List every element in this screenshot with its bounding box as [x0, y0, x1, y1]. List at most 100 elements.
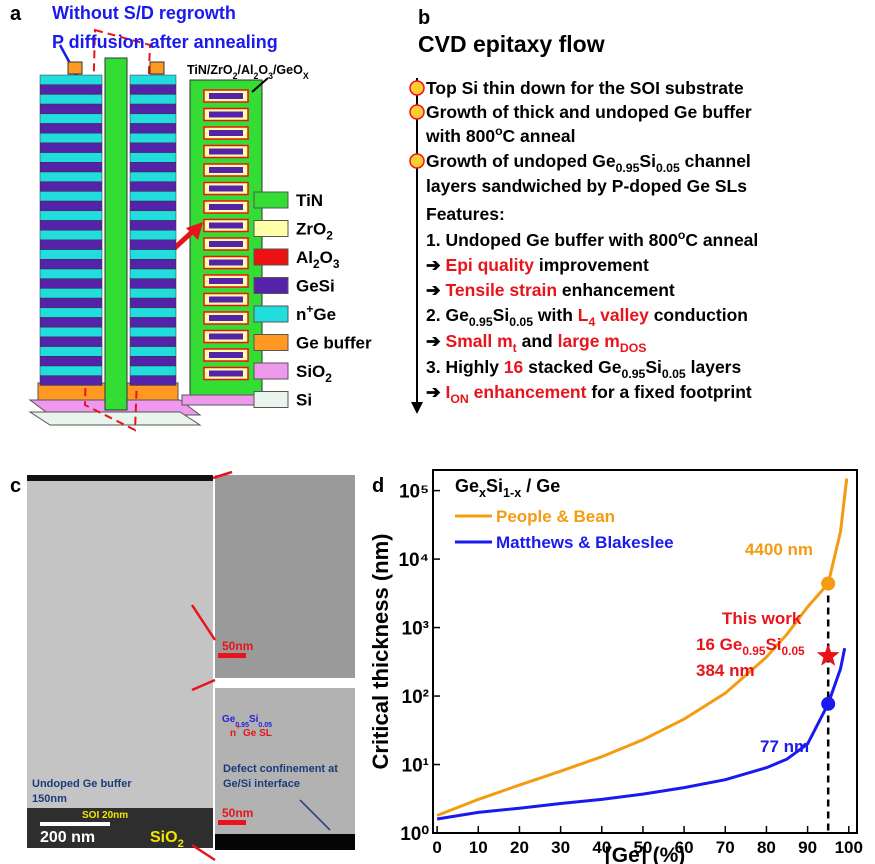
stack-layer	[130, 114, 176, 124]
flow-line: ➔ Tensile strain enhancement	[426, 280, 675, 300]
flow-line: Growth of thick and undoped Ge buffer	[426, 102, 752, 122]
stack-layer	[40, 376, 102, 386]
stack-layer	[40, 191, 102, 201]
stack-layer	[40, 250, 102, 260]
text-run: Ge buffer	[296, 334, 372, 353]
x-tick-label: 20	[510, 838, 529, 857]
legend-label: People & Bean	[496, 507, 615, 526]
text-run: Epi quality	[446, 255, 535, 275]
contact	[68, 62, 82, 74]
x-axis-title: [Ge] (%)	[605, 844, 686, 864]
text-run: C anneal	[685, 230, 758, 250]
stack-layer	[130, 191, 176, 201]
legend-swatch	[254, 278, 288, 294]
text-run: and	[517, 331, 558, 351]
x-tick-label: 0	[432, 838, 441, 857]
y-tick-label: 10²	[402, 687, 429, 708]
text-run: 77 nm	[760, 737, 809, 756]
legend-label: Matthews & Blakeslee	[496, 533, 674, 552]
channel-core	[209, 167, 243, 173]
image-label: 50nm	[222, 806, 253, 820]
artwork	[27, 30, 424, 860]
text-run: 3. Highly	[426, 357, 504, 377]
stack-layer	[130, 279, 176, 289]
text-run: 1-x	[503, 486, 521, 500]
text-run: ZrO	[296, 220, 326, 239]
channel-core	[209, 315, 243, 321]
channel-core	[209, 130, 243, 136]
flow-line: 1. Undoped Ge buffer with 800oC anneal	[426, 228, 758, 250]
legend-label: Al2O3	[296, 248, 340, 271]
text-run: 0.05	[509, 315, 533, 329]
legend-label: Ge buffer	[296, 334, 372, 353]
text-run: Ge	[455, 476, 479, 496]
stack-layer	[130, 143, 176, 153]
stack-layer	[130, 182, 176, 192]
chart-title: GexSi1-x / Ge	[455, 476, 560, 500]
text-run: Undoped Ge buffer	[32, 778, 132, 790]
text-run: 16 Ge	[696, 635, 742, 654]
flow-line: Features:	[426, 204, 505, 224]
flow-line: with 800oC anneal	[425, 124, 576, 146]
text-run: 2. Ge	[426, 305, 469, 325]
stack-layer	[130, 85, 176, 95]
stack-layer	[40, 230, 102, 240]
step-dot	[410, 105, 424, 119]
stack-layer	[130, 221, 176, 231]
text-run: L	[578, 305, 589, 325]
legend-swatch	[254, 192, 288, 208]
text-run: Tensile strain	[446, 280, 558, 300]
stack-layer	[40, 172, 102, 182]
text-run: 0.05	[662, 367, 686, 381]
image-label: Undoped Ge buffer	[32, 778, 132, 790]
image-label: Defect confinement at	[223, 763, 338, 775]
channel-core	[209, 149, 243, 155]
stack-layer	[40, 114, 102, 124]
stack-layer	[40, 94, 102, 104]
stack-label: TiN/ZrO2/Al2O3/GeOX	[187, 63, 309, 81]
text-run: X	[303, 71, 309, 81]
scale-bar	[218, 820, 246, 825]
panel-label: d	[372, 475, 384, 497]
text-run: Growth of undoped Ge	[426, 151, 616, 171]
step-dot	[410, 81, 424, 95]
stack-layer	[40, 318, 102, 328]
stack-layer	[40, 221, 102, 231]
stack-layer	[130, 347, 176, 357]
panel-label: a	[10, 3, 22, 25]
stack-layer	[130, 366, 176, 376]
legend-swatch	[254, 335, 288, 351]
text-run: 384 nm	[696, 661, 755, 680]
text-run: GeSi	[296, 277, 335, 296]
text-run: stacked Ge	[523, 357, 622, 377]
text-run: for a fixed footprint	[586, 382, 751, 402]
stack-layer	[130, 259, 176, 269]
tem-zoom-substrate	[215, 834, 355, 850]
legend-swatch	[254, 392, 288, 408]
stack-layer	[130, 376, 176, 386]
step-dot	[410, 154, 424, 168]
channel-core	[209, 334, 243, 340]
text-run: 16	[504, 357, 524, 377]
legend-label: TiN	[296, 191, 323, 210]
text-run: +	[306, 302, 313, 316]
stack-layer	[40, 240, 102, 250]
text-run: 2	[326, 229, 333, 243]
legend-swatch	[254, 363, 288, 379]
text-run: DOS	[620, 341, 647, 355]
text-run: o	[678, 228, 685, 242]
y-tick-label: 10⁵	[399, 482, 429, 503]
stack-layer	[40, 337, 102, 347]
x-tick-label: 90	[798, 838, 817, 857]
text-run: / Ge	[521, 476, 560, 496]
legend-swatch	[254, 249, 288, 265]
headline: P diffusion after annealing	[52, 32, 278, 52]
stack-layer	[130, 230, 176, 240]
stack-layer	[130, 250, 176, 260]
text-run: large m	[558, 331, 620, 351]
annotation: 384 nm	[696, 661, 755, 680]
text-run: 0.95	[622, 367, 646, 381]
y-tick-label: 10¹	[402, 756, 429, 777]
stack-layer	[40, 85, 102, 95]
stack-layer	[130, 240, 176, 250]
